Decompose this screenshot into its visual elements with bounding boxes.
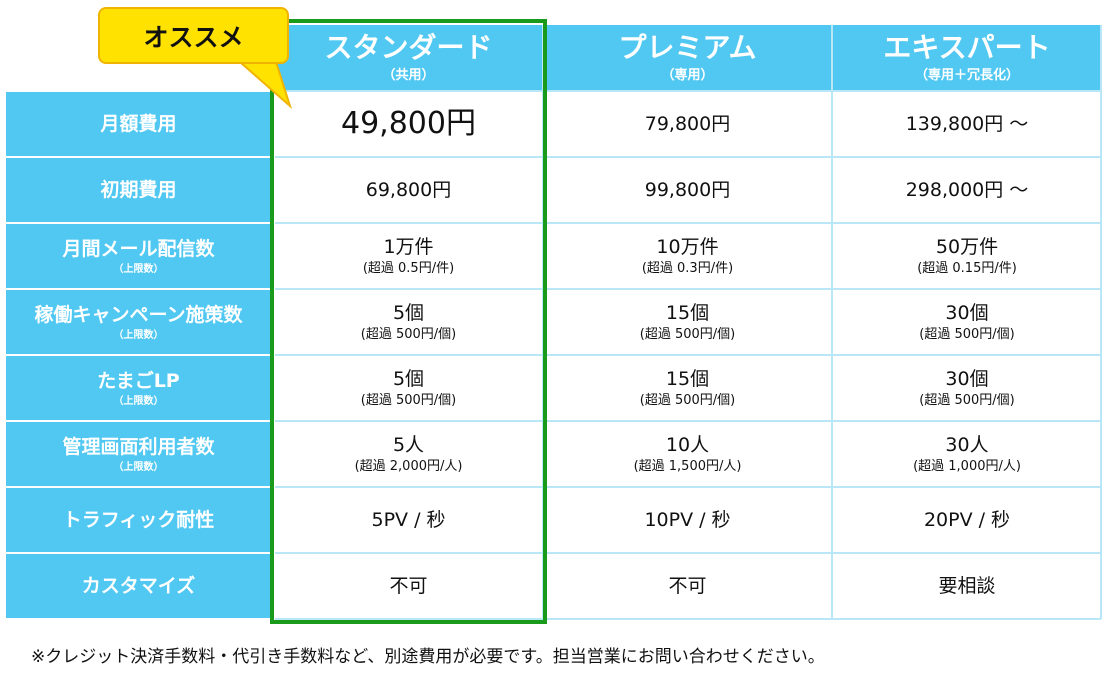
cell-value: 298,000円	[905, 178, 1004, 201]
cell-overage: (超過 500円/個)	[919, 392, 1015, 408]
cell-value: 10PV / 秒	[644, 508, 731, 531]
cell-value: 139,800円	[905, 112, 1004, 135]
cell-value: 5PV / 秒	[371, 508, 446, 531]
badge-pointer-icon	[238, 61, 293, 110]
table-cell: 49,800円	[275, 92, 542, 156]
plan-header-standard: スタンダード （共用）	[275, 25, 542, 90]
range-tilde: ～	[1009, 112, 1029, 135]
cell-value: 20PV / 秒	[923, 508, 1011, 531]
cell-overage: (超過 500円/個)	[639, 326, 736, 342]
table-cell: 1万件 (超過 0.5円/件)	[275, 224, 542, 288]
plan-type: （共用）	[382, 67, 435, 83]
cell-value: 不可	[389, 574, 428, 597]
cell-overage: (超過 0.3円/件)	[641, 260, 734, 276]
plan-name: スタンダード	[324, 30, 493, 64]
plan-name: プレミアム	[618, 30, 757, 64]
row-label-note: （上限数）	[113, 263, 164, 275]
table-cell: 10万件 (超過 0.3円/件)	[544, 224, 831, 288]
table-cell: 不可	[544, 554, 831, 618]
table-cell: 298,000円～	[833, 158, 1101, 222]
cell-value: 10万件	[656, 235, 719, 258]
cell-value: 79,800円	[644, 112, 731, 135]
row-label: 月額費用	[100, 113, 177, 135]
cell-value: 不可	[668, 574, 707, 597]
cell-value: 49,800円	[341, 106, 476, 141]
cell-value: 30個	[945, 367, 989, 390]
cell-value: 15個	[665, 367, 710, 390]
row-label-traffic: トラフィック耐性	[6, 488, 271, 552]
row-label: たまごLP	[97, 369, 180, 392]
cell-value: 要相談	[938, 574, 996, 597]
cell-overage: (超過 500円/個)	[639, 392, 736, 408]
plan-header-premium: プレミアム （専用）	[544, 25, 831, 90]
cell-value: 5個	[392, 301, 425, 324]
row-label: 管理画面利用者数	[62, 435, 215, 458]
cell-value: 30個	[945, 301, 989, 324]
cell-value: 5人	[392, 433, 425, 456]
recommend-badge: オススメ	[98, 7, 289, 64]
plan-type: （専用＋冗長化）	[914, 67, 1019, 83]
cell-overage: (超過 1,500円/人)	[633, 458, 742, 474]
row-label-admin-users: 管理画面利用者数 （上限数）	[6, 422, 271, 486]
cell-value: 99,800円	[644, 178, 731, 201]
row-label-note: （上限数）	[113, 329, 164, 341]
cell-value: 15個	[665, 301, 710, 324]
row-label-campaigns: 稼働キャンペーン施策数 （上限数）	[6, 290, 271, 354]
table-cell: 99,800円	[544, 158, 831, 222]
table-cell: 10PV / 秒	[544, 488, 831, 552]
row-label-monthly-fee: 月額費用	[6, 92, 271, 156]
cell-value: 10人	[665, 433, 710, 456]
row-label: 稼働キャンペーン施策数	[34, 303, 243, 326]
cell-overage: (超過 500円/個)	[360, 392, 457, 408]
row-label: 月間メール配信数	[62, 237, 215, 260]
cell-value: 69,800円	[365, 178, 452, 201]
range-tilde: ～	[1009, 178, 1029, 201]
table-cell: 30個 (超過 500円/個)	[833, 290, 1101, 354]
plan-type: （専用）	[661, 67, 714, 83]
cell-overage: (超過 500円/個)	[360, 326, 457, 342]
cell-value: 50万件	[935, 235, 999, 258]
plan-name: エキスパート	[883, 30, 1051, 64]
cell-value: 5個	[392, 367, 425, 390]
table-cell: 5人 (超過 2,000円/人)	[275, 422, 542, 486]
table-cell: 79,800円	[544, 92, 831, 156]
table-cell: 50万件 (超過 0.15円/件)	[833, 224, 1101, 288]
row-label-tamago-lp: たまごLP （上限数）	[6, 356, 271, 420]
table-cell: 69,800円	[275, 158, 542, 222]
cell-value: 1万件	[383, 235, 434, 258]
row-label-mail-volume: 月間メール配信数 （上限数）	[6, 224, 271, 288]
table-cell: 20PV / 秒	[833, 488, 1101, 552]
row-label: トラフィック耐性	[62, 509, 215, 531]
row-label-note: （上限数）	[113, 461, 164, 473]
table-cell: 15個 (超過 500円/個)	[544, 356, 831, 420]
table-cell: 5個 (超過 500円/個)	[275, 290, 542, 354]
table-cell: 30人 (超過 1,000円/人)	[833, 422, 1101, 486]
table-cell: 15個 (超過 500円/個)	[544, 290, 831, 354]
row-label: 初期費用	[100, 179, 177, 201]
row-label-note: （上限数）	[113, 395, 164, 407]
cell-overage: (超過 2,000円/人)	[354, 458, 463, 474]
table-cell: 139,800円～	[833, 92, 1101, 156]
table-cell: 不可	[275, 554, 542, 618]
row-label-customize: カスタマイズ	[6, 554, 271, 618]
table-cell: 10人 (超過 1,500円/人)	[544, 422, 831, 486]
row-label: カスタマイズ	[81, 575, 196, 597]
table-cell: 30個 (超過 500円/個)	[833, 356, 1101, 420]
cell-overage: (超過 0.5円/件)	[362, 260, 455, 276]
cell-overage: (超過 1,000円/人)	[913, 458, 1021, 474]
cell-overage: (超過 500円/個)	[919, 326, 1015, 342]
row-label-initial-fee: 初期費用	[6, 158, 271, 222]
cell-value: 30人	[945, 433, 989, 456]
cell-overage: (超過 0.15円/件)	[917, 260, 1017, 276]
table-cell: 要相談	[833, 554, 1101, 618]
table-cell: 5個 (超過 500円/個)	[275, 356, 542, 420]
table-cell: 5PV / 秒	[275, 488, 542, 552]
recommend-badge-label: オススメ	[143, 22, 244, 52]
plan-header-expert: エキスパート （専用＋冗長化）	[833, 25, 1101, 90]
footnote: ※クレジット決済手数料・代引き手数料など、別途費用が必要です。担当営業にお問い合…	[31, 647, 825, 667]
